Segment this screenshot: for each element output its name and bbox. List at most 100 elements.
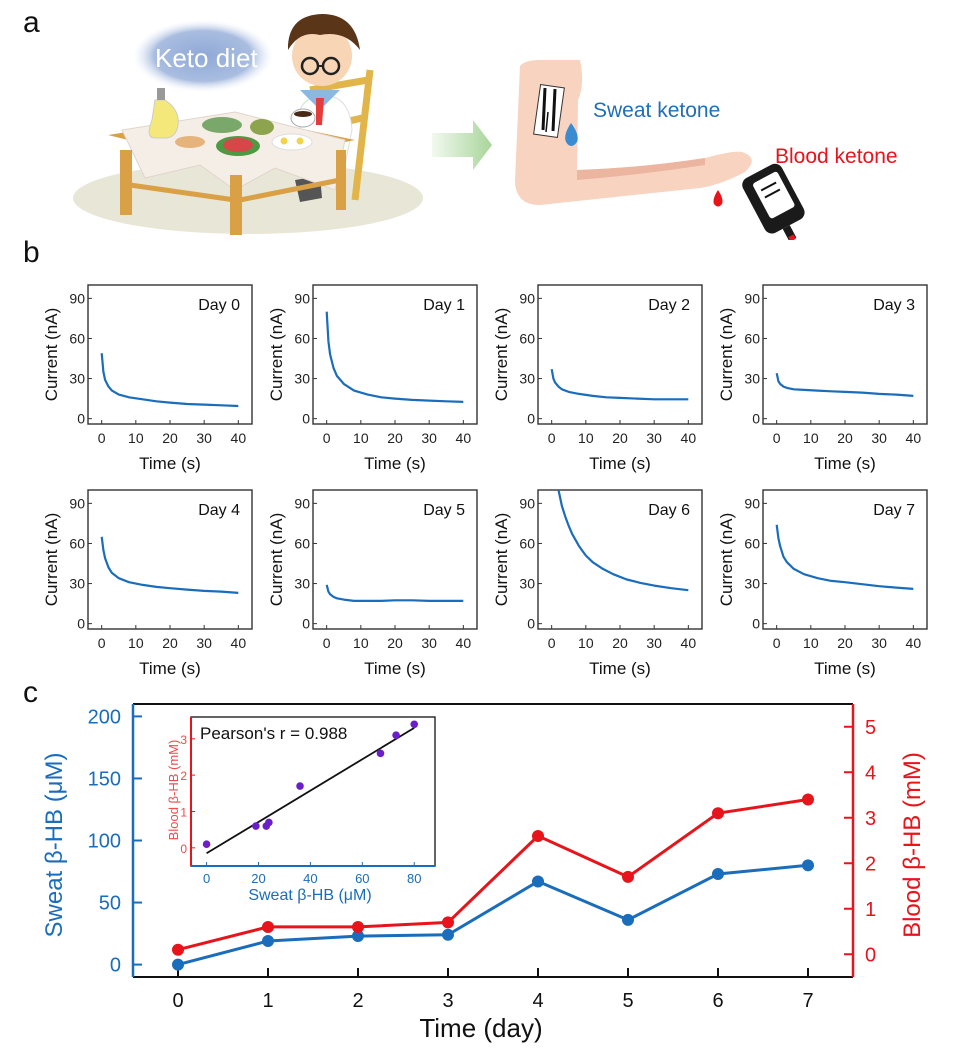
c-xlabel: Time (day): [419, 1013, 542, 1043]
blood-drop-icon: [713, 190, 723, 207]
y-tick-label: 90: [294, 290, 310, 306]
y-axis-label: Current (nA): [717, 513, 736, 607]
y-tick-label: 90: [294, 495, 310, 511]
x-tick-label: 10: [803, 430, 819, 446]
left-y-tick-label: 200: [88, 706, 121, 728]
plot-frame: [312, 489, 478, 630]
y-tick-label: 30: [744, 576, 760, 592]
y-tick-label: 0: [752, 616, 760, 632]
y-tick-label: 0: [302, 411, 310, 427]
data-point: [352, 920, 364, 933]
y-tick-label: 0: [302, 616, 310, 632]
x-tick-label: 30: [646, 430, 662, 446]
x-tick-label: 40: [231, 430, 247, 446]
current-trace: [325, 311, 464, 403]
data-point: [262, 920, 274, 933]
x-tick-label: 2: [352, 990, 363, 1012]
boy-figure: [288, 14, 360, 202]
data-point: [532, 829, 544, 842]
data-point: [712, 807, 724, 820]
y-tick-label: 60: [69, 330, 85, 346]
sweat-sensor-patch: [533, 84, 565, 138]
current-plot-day-7: 0 30 60 90 0 10 20 30 40 Time (s) Current (nA) Day …: [717, 489, 928, 678]
blood-ketone-meter-icon: [742, 163, 805, 240]
y-tick-label: 30: [519, 371, 535, 387]
y-tick-label: 90: [69, 495, 85, 511]
series-line: [177, 798, 809, 952]
x-tick-label: 20: [612, 635, 628, 651]
data-point: [442, 916, 454, 929]
x-axis-label: Time (s): [589, 454, 651, 473]
x-tick-label: 0: [548, 635, 556, 651]
current-plot-day-6: 0 30 60 90 0 10 20 30 40 Time (s) Current (nA) Day …: [492, 489, 703, 678]
y-tick-label: 0: [527, 411, 535, 427]
sweat-ketone-label: Sweat ketone: [593, 99, 720, 122]
panel-label-c: c: [23, 676, 38, 709]
current-trace: [100, 353, 239, 408]
current-plot-day-3: 0 30 60 90 0 10 20 30 40 Time (s) Current (nA) Day …: [717, 284, 928, 473]
inset-x-tick-label: 60: [355, 871, 369, 886]
food-items: [148, 88, 313, 156]
data-point: [802, 793, 814, 806]
x-tick-label: 0: [323, 430, 331, 446]
inset-ylabel: Blood β-HB (mM): [166, 740, 181, 841]
data-point: [172, 943, 184, 956]
data-point: [532, 875, 544, 888]
x-tick-label: 40: [681, 430, 697, 446]
data-point: [622, 870, 634, 883]
x-tick-label: 0: [98, 635, 106, 651]
panel-b-current-plots: 0 30 60 90 0 10 20 30 40 Time (s) Current (nA) Day …: [42, 284, 928, 678]
x-axis-label: Time (s): [364, 454, 426, 473]
scatter-point: [376, 749, 385, 758]
data-point: [802, 859, 814, 872]
y-tick-label: 90: [519, 290, 535, 306]
y-tick-label: 0: [527, 616, 535, 632]
current-trace: [775, 524, 914, 590]
x-axis-label: Time (s): [814, 659, 876, 678]
x-tick-label: 30: [871, 430, 887, 446]
inset-x-tick-label: 40: [303, 871, 317, 886]
x-tick-label: 10: [128, 430, 144, 446]
x-tick-label: 40: [231, 635, 247, 651]
x-tick-label: 20: [162, 635, 178, 651]
x-tick-label: 1: [262, 990, 273, 1012]
x-tick-label: 10: [128, 635, 144, 651]
c-ylabel-left: Sweat β-HB (μM): [41, 753, 68, 938]
x-tick-label: 30: [421, 430, 437, 446]
inset-frame: [190, 716, 436, 867]
scatter-point: [265, 818, 273, 827]
y-tick-label: 30: [294, 371, 310, 387]
x-tick-label: 0: [773, 430, 781, 446]
x-tick-label: 7: [802, 990, 813, 1012]
series-blood: [172, 793, 814, 956]
x-tick-label: 20: [612, 430, 628, 446]
c-ylabel-right: Blood β-HB (mM): [899, 752, 926, 938]
day-label: Day 7: [873, 502, 915, 519]
blood-ketone-label: Blood ketone: [775, 145, 898, 168]
inset-scatter: 0 20 40 60 80 0 1 2 3: [180, 716, 436, 886]
scatter-point: [392, 731, 400, 739]
scatter-point: [252, 822, 260, 830]
day-label: Day 2: [648, 297, 690, 314]
inset-x-tick-label: 0: [203, 871, 210, 886]
data-point: [712, 868, 724, 881]
x-tick-label: 20: [837, 635, 853, 651]
right-y-tick-label: 1: [865, 899, 876, 921]
current-trace: [100, 536, 239, 594]
keto-diet-label: Keto diet: [155, 43, 258, 73]
x-tick-label: 40: [906, 635, 922, 651]
y-tick-label: 60: [294, 330, 310, 346]
x-tick-label: 3: [442, 990, 453, 1012]
current-trace: [557, 489, 689, 592]
x-tick-label: 40: [906, 430, 922, 446]
current-plot-day-5: 0 30 60 90 0 10 20 30 40 Time (s) Current (nA) Day …: [267, 489, 478, 678]
y-tick-label: 0: [752, 411, 760, 427]
x-tick-label: 30: [196, 430, 212, 446]
plot-frame: [87, 284, 253, 425]
y-tick-label: 90: [69, 290, 85, 306]
fit-line: [206, 727, 415, 855]
x-tick-label: 20: [387, 635, 403, 651]
x-axis-label: Time (s): [589, 659, 651, 678]
